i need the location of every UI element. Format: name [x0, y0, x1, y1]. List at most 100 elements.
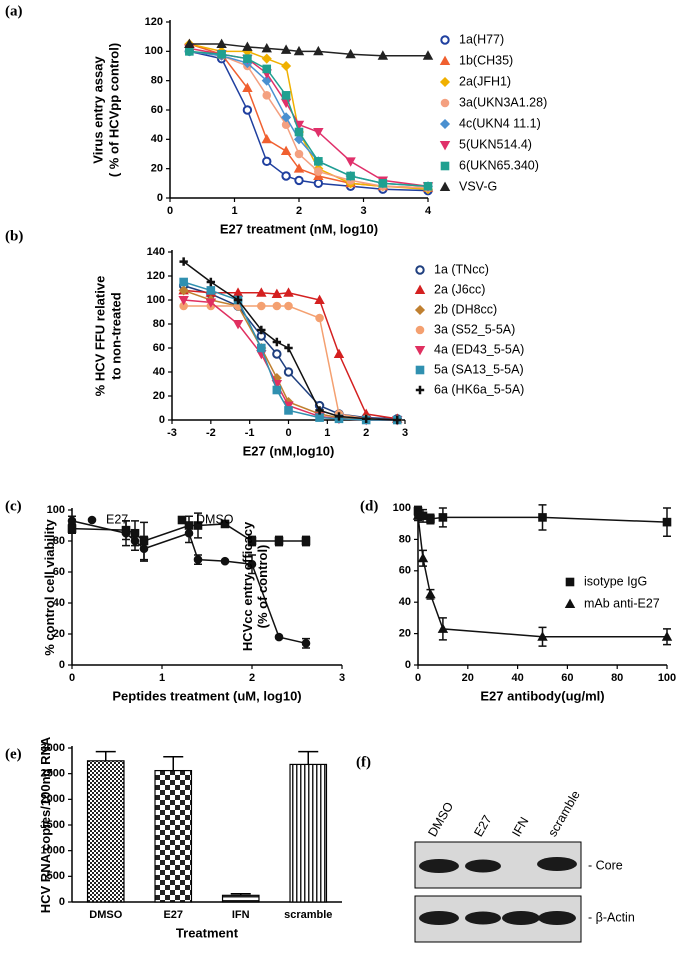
- panel-label: (e): [5, 746, 22, 762]
- marker: [301, 638, 311, 648]
- x-tick-label: -1: [245, 427, 255, 439]
- marker: [313, 178, 324, 189]
- y-tick-label: 80: [153, 318, 165, 330]
- marker: [139, 536, 149, 546]
- marker: [247, 536, 257, 546]
- marker: [345, 48, 356, 59]
- marker: [184, 521, 194, 530]
- legend-label: 1a (TNcc): [434, 262, 489, 276]
- legend-marker: [177, 515, 187, 525]
- panel-label: (c): [5, 498, 22, 514]
- y-tick-label: 0: [405, 659, 411, 671]
- legend-marker: [440, 35, 450, 45]
- marker: [242, 105, 253, 115]
- x-tick-label: 1: [324, 427, 330, 439]
- band: [465, 859, 501, 873]
- band: [419, 911, 459, 925]
- marker: [437, 623, 449, 633]
- marker: [438, 513, 448, 522]
- legend-label: DMSO: [196, 512, 234, 526]
- x-axis-title: E27 treatment (nM, log10): [220, 221, 378, 236]
- y-axis-title: ( % of HCVpp control): [106, 43, 121, 177]
- x-tick-label: DMSO: [89, 909, 122, 921]
- marker: [280, 44, 292, 54]
- panel-label: (d): [360, 498, 378, 514]
- marker: [271, 288, 283, 298]
- y-axis-title: Virus entry assay: [90, 56, 105, 164]
- marker: [294, 175, 304, 186]
- y-tick-label: 80: [53, 535, 65, 547]
- marker: [261, 133, 272, 144]
- y-tick-label: 100: [393, 502, 411, 514]
- legend-label: 5(UKN514.4): [459, 137, 532, 151]
- marker: [425, 588, 436, 599]
- y-axis-title: to non-treated: [108, 292, 123, 379]
- x-axis-title: E27 (nM,log10): [243, 443, 335, 458]
- marker: [280, 145, 292, 156]
- marker: [206, 277, 216, 287]
- legend-label: E27: [106, 512, 128, 526]
- marker: [121, 525, 131, 535]
- marker: [233, 295, 243, 305]
- marker: [345, 157, 356, 167]
- marker: [232, 320, 244, 330]
- y-tick-label: 100: [147, 294, 165, 306]
- x-tick-label: IFN: [232, 909, 250, 921]
- marker: [313, 128, 324, 138]
- band: [502, 911, 540, 925]
- curve: [71, 520, 307, 645]
- curve: [189, 43, 428, 57]
- curve: [189, 50, 429, 189]
- legend-marker: [415, 325, 425, 335]
- marker: [293, 134, 305, 145]
- legend-label: 4a (ED43_5-5A): [434, 342, 524, 356]
- x-tick-label: 1: [231, 205, 237, 217]
- marker: [272, 349, 282, 359]
- panel-label: (b): [5, 228, 23, 244]
- marker: [281, 60, 292, 72]
- marker: [179, 277, 188, 287]
- curve: [189, 47, 429, 188]
- curve: [183, 281, 398, 421]
- x-tick-label: -3: [167, 427, 177, 439]
- marker: [217, 49, 226, 59]
- marker: [67, 524, 77, 533]
- y-tick-label: 20: [153, 390, 165, 402]
- lane-label: E27: [471, 813, 494, 839]
- marker: [257, 325, 266, 335]
- legend-marker: [87, 515, 97, 525]
- y-tick-label: 40: [53, 597, 65, 609]
- legend-marker: [439, 118, 451, 130]
- marker: [346, 171, 355, 181]
- marker: [417, 552, 429, 563]
- marker: [294, 127, 304, 137]
- curve: [189, 50, 429, 188]
- x-tick-label: 40: [511, 672, 523, 684]
- y-tick-label: 40: [399, 596, 411, 608]
- marker: [257, 343, 266, 353]
- marker: [256, 287, 267, 297]
- legend-label: VSV-G: [459, 179, 497, 193]
- y-axis-title: HCVcc entry efficacy: [240, 521, 255, 651]
- legend-marker: [415, 365, 425, 375]
- legend-marker: [439, 55, 451, 65]
- y-tick-label: 80: [151, 75, 163, 87]
- legend-marker: [414, 304, 426, 316]
- x-tick-label: 0: [415, 672, 421, 684]
- curve: [189, 50, 429, 192]
- bar: [86, 760, 125, 903]
- error-bar: [298, 750, 319, 765]
- marker: [293, 163, 305, 173]
- band-label: - Core: [588, 858, 623, 872]
- x-tick-label: 3: [402, 427, 408, 439]
- marker: [220, 556, 230, 566]
- legend-label: 6a (HK6a_5-5A): [434, 382, 524, 396]
- curve: [183, 305, 398, 421]
- band: [465, 911, 501, 925]
- bar: [221, 894, 260, 903]
- y-tick-label: 60: [399, 565, 411, 577]
- marker: [662, 517, 672, 527]
- marker: [393, 415, 402, 425]
- marker: [314, 167, 323, 176]
